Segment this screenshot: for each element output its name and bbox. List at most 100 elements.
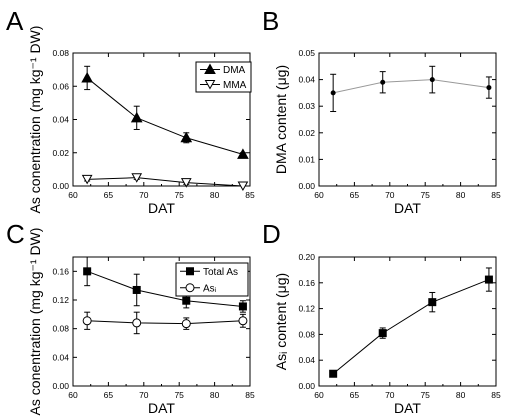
x-tick-label: 85	[245, 390, 255, 400]
x-tick-label: 80	[210, 190, 220, 200]
x-tick-label: 65	[104, 390, 114, 400]
data-point	[428, 298, 437, 307]
panel-c-chart: 60 65 70 75 80 85 0.00 0.04 0.08 0.12 0.16 DAT As co…	[27, 228, 255, 416]
panel-b: B 60 65 70 75 80 85 0.00 0.01 0.02 0.03 0.04 0.05 DA…	[262, 6, 501, 216]
series-line	[87, 177, 243, 187]
x-axis-title: DAT	[394, 400, 421, 416]
panel-a-letter: A	[6, 6, 24, 36]
data-point	[238, 316, 248, 326]
data-point	[329, 369, 338, 378]
data-point	[486, 85, 492, 91]
y-tick-label: 0.02	[52, 148, 69, 158]
legend-label: Total As	[203, 267, 238, 278]
x-tick-label: 70	[385, 390, 395, 400]
y-axis-title: As conentration (mg kg⁻¹ DW)	[27, 228, 43, 416]
legend-label: MMA	[223, 80, 247, 91]
x-tick-label: 80	[456, 390, 466, 400]
data-point	[82, 316, 92, 326]
data-point	[378, 329, 387, 338]
y-tick-label: 0.08	[298, 329, 315, 339]
x-tick-label: 60	[314, 190, 324, 200]
y-tick-label: 0.12	[298, 304, 315, 314]
legend-marker	[204, 80, 216, 90]
data-point	[131, 173, 143, 183]
x-tick-label: 80	[210, 390, 220, 400]
data-point	[180, 178, 192, 188]
y-tick-label: 0.00	[52, 381, 69, 391]
data-point	[238, 302, 247, 311]
x-tick-label: 70	[139, 390, 149, 400]
data-point	[81, 174, 93, 185]
y-tick-label: 0.12	[52, 295, 69, 305]
y-tick-label: 0.16	[298, 278, 315, 288]
x-tick-label: 65	[350, 390, 360, 400]
y-axis-title: Asᵢ content (μg)	[273, 273, 289, 370]
legend-label: DMA	[223, 65, 246, 76]
panel-a-chart: 60 65 70 75 80 85 0.00 0.02 0.04 0.06 0.08 DAT As co…	[27, 26, 255, 216]
series-line	[87, 320, 243, 325]
y-tick-label: 0.06	[52, 81, 69, 91]
data-point	[81, 71, 94, 83]
legend-label: Asᵢ	[203, 283, 217, 294]
y-tick-label: 0.00	[298, 381, 315, 391]
panel-d-letter: D	[262, 219, 281, 249]
x-axis-title: DAT	[148, 400, 175, 416]
panel-b-letter: B	[262, 6, 279, 36]
x-tick-label: 75	[174, 190, 184, 200]
legend-marker	[185, 283, 195, 293]
panel-d-chart: 60 65 70 75 80 85 0.00 0.04 0.08 0.12 0.16 0.20 DAT A…	[273, 252, 501, 416]
data-point	[182, 296, 191, 305]
data-point	[132, 318, 142, 328]
x-tick-label: 75	[174, 390, 184, 400]
series-line	[333, 79, 489, 94]
data-point	[429, 77, 435, 83]
x-axis-title: DAT	[394, 200, 421, 216]
x-tick-label: 85	[245, 190, 255, 200]
data-point	[237, 148, 249, 159]
data-point	[484, 275, 493, 284]
data-point	[130, 111, 143, 123]
legend-box	[195, 61, 252, 93]
series-line	[86, 77, 244, 155]
x-tick-label: 60	[68, 390, 78, 400]
y-tick-label: 0.04	[298, 75, 315, 85]
data-point	[83, 267, 92, 276]
data-point	[132, 285, 141, 294]
y-axis-title: As conentration (mg kg⁻¹ DW)	[27, 26, 43, 214]
data-point	[237, 181, 249, 192]
y-axis-title: DMA content (μg)	[273, 65, 289, 174]
x-tick-label: 70	[385, 190, 395, 200]
x-tick-label: 60	[68, 190, 78, 200]
panel-b-chart: 60 65 70 75 80 85 0.00 0.01 0.02 0.03 0.04 0.05 DAT D…	[273, 48, 501, 216]
data-point	[180, 131, 193, 143]
x-axis-title: DAT	[148, 200, 175, 216]
y-tick-label: 0.01	[298, 154, 315, 164]
panel-c-letter: C	[6, 219, 25, 249]
plot-frame	[318, 256, 497, 387]
panel-d: D 60 65 70 75 80 85 0.00 0.04 0.08 0.12 0.16 0.20 DA…	[262, 219, 501, 416]
legend-marker	[186, 267, 194, 276]
y-tick-label: 0.03	[298, 101, 315, 111]
y-tick-label: 0.04	[52, 115, 69, 125]
data-point	[380, 79, 386, 85]
y-tick-label: 0.00	[298, 181, 315, 191]
data-point	[330, 90, 336, 96]
x-tick-label: 85	[491, 390, 501, 400]
y-tick-label: 0.04	[52, 352, 69, 362]
series-line	[86, 270, 243, 307]
x-tick-label: 70	[139, 190, 149, 200]
y-tick-label: 0.08	[52, 324, 69, 334]
x-tick-label: 85	[491, 190, 501, 200]
legend-marker	[204, 63, 216, 74]
x-tick-label: 75	[420, 390, 430, 400]
panel-c: C 60 65 70 75 80 85 0.00 0.04 0.08 0.12 0.16 DAT As …	[6, 219, 255, 416]
y-tick-label: 0.00	[52, 181, 69, 191]
y-tick-label: 0.08	[52, 48, 69, 58]
data-point	[181, 319, 191, 329]
x-tick-label: 75	[420, 190, 430, 200]
x-tick-label: 65	[104, 190, 114, 200]
plot-frame	[318, 52, 497, 187]
x-tick-label: 65	[350, 190, 360, 200]
y-tick-label: 0.05	[298, 48, 315, 58]
